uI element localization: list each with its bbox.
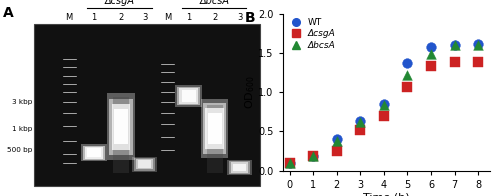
Point [356, 120, 364, 123]
Text: 1: 1 [186, 13, 192, 22]
Text: ΔbcsA: ΔbcsA [199, 0, 229, 6]
Bar [201, 99, 228, 158]
Point [332, 149, 340, 152]
Bar [108, 93, 135, 160]
Point [380, 104, 388, 107]
Point [474, 61, 482, 64]
Point [286, 161, 294, 164]
Bar [203, 103, 226, 153]
Bar [229, 161, 250, 174]
Point [427, 65, 435, 68]
Text: 2: 2 [118, 13, 124, 22]
Text: ΔcsgA: ΔcsgA [104, 0, 134, 6]
Bar [132, 157, 157, 172]
Bar [206, 108, 224, 149]
Bar [85, 147, 103, 159]
Text: 1 kbp: 1 kbp [12, 126, 33, 132]
Point [286, 161, 294, 164]
Point [404, 73, 411, 76]
Point [450, 44, 458, 47]
Bar [105, 88, 137, 166]
Bar [130, 156, 159, 173]
Text: 1: 1 [92, 13, 96, 22]
Point [450, 61, 458, 64]
Point [380, 102, 388, 105]
Text: 2: 2 [212, 13, 218, 22]
Text: 3 kbp: 3 kbp [12, 99, 33, 105]
Bar [177, 86, 201, 105]
Point [474, 42, 482, 45]
Bar [34, 24, 260, 186]
Bar [79, 143, 109, 162]
Point [404, 85, 411, 88]
Bar [87, 148, 101, 157]
Bar [83, 146, 105, 160]
Point [356, 128, 364, 131]
Text: 500 bp: 500 bp [8, 147, 33, 153]
Point [450, 44, 458, 47]
Bar [208, 113, 222, 144]
Bar [225, 159, 254, 176]
Bar [173, 83, 204, 109]
Point [332, 138, 340, 141]
Bar [113, 97, 129, 173]
Bar [182, 90, 196, 102]
Text: A: A [2, 6, 14, 20]
Text: B: B [245, 11, 256, 24]
Bar [233, 164, 246, 172]
Bar [136, 159, 154, 169]
Bar [81, 144, 107, 161]
Bar [231, 162, 248, 173]
Point [356, 120, 364, 123]
Bar [180, 88, 198, 103]
Point [309, 155, 317, 158]
Bar [207, 105, 222, 173]
Bar [175, 85, 203, 107]
X-axis label: Time (h): Time (h) [363, 192, 410, 196]
Text: M: M [164, 13, 171, 22]
Point [404, 62, 411, 65]
Bar [110, 99, 132, 155]
Bar [199, 94, 230, 163]
Point [309, 155, 317, 158]
Y-axis label: OD$_{600}$: OD$_{600}$ [243, 75, 256, 109]
Legend: WT, ΔcsgA, ΔbcsA: WT, ΔcsgA, ΔbcsA [287, 18, 336, 50]
Bar [112, 104, 130, 150]
Point [286, 161, 294, 164]
Bar [138, 160, 151, 168]
Point [332, 139, 340, 142]
Point [427, 53, 435, 56]
Bar [134, 158, 155, 171]
Point [427, 45, 435, 48]
Text: 3: 3 [237, 13, 242, 22]
Text: 3: 3 [142, 13, 148, 22]
Point [380, 114, 388, 117]
Point [474, 44, 482, 47]
Point [309, 155, 317, 158]
Bar [114, 109, 128, 144]
Text: M: M [66, 13, 72, 22]
Bar [227, 160, 252, 175]
